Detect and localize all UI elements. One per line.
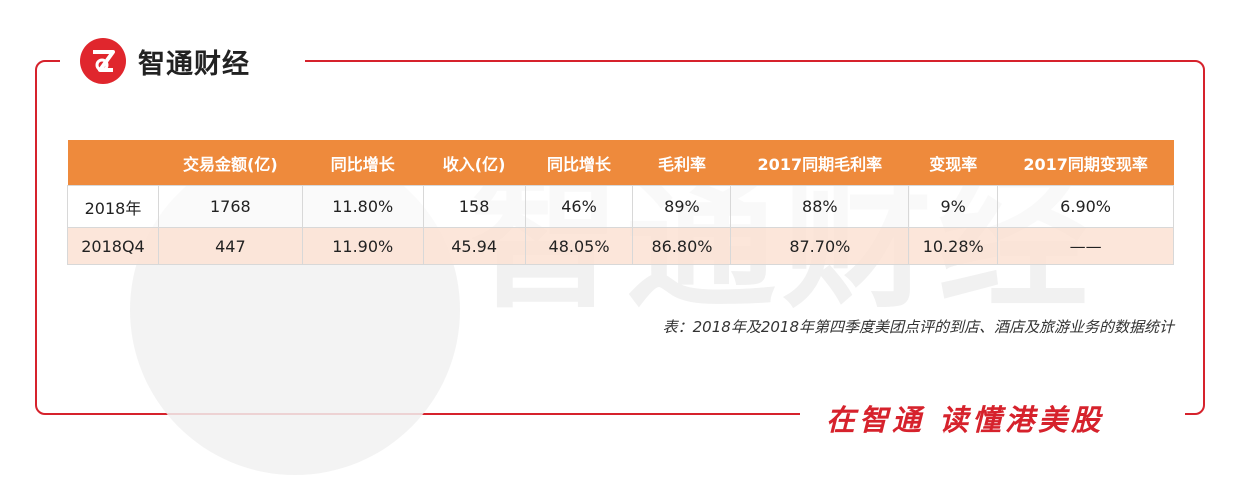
table-cell: 10.28% <box>908 227 999 265</box>
table-cell: 86.80% <box>632 227 732 265</box>
table-header-cell: 2017同期毛利率 <box>730 140 909 186</box>
data-table: 交易金额(亿) 同比增长 收入(亿) 同比增长 毛利率 2017同期毛利率 变现… <box>67 140 1174 265</box>
table-header-row: 交易金额(亿) 同比增长 收入(亿) 同比增长 毛利率 2017同期毛利率 变现… <box>67 140 1174 186</box>
table-cell: 1768 <box>157 185 303 228</box>
table-header-cell: 同比增长 <box>525 140 633 186</box>
table-cell: 46% <box>524 185 634 228</box>
table-cell: 88% <box>730 185 910 228</box>
table-header-cell: 同比增长 <box>302 140 424 186</box>
frame-gap-bottom <box>800 404 1185 426</box>
table-cell: 158 <box>422 185 526 228</box>
table-header-cell: 2017同期变现率 <box>997 140 1174 186</box>
table-row: 2018年 1768 11.80% 158 46% 89% 88% 9% 6.9… <box>67 185 1174 228</box>
table-cell: 2018年 <box>67 185 159 228</box>
table-cell: 11.80% <box>301 185 424 228</box>
slogan: 在智通 读懂港美股 <box>826 403 1105 437</box>
table-header-cell: 交易金额(亿) <box>158 140 303 186</box>
table-cell: —— <box>997 227 1174 265</box>
table-cell: 2018Q4 <box>67 227 159 265</box>
table-cell: 89% <box>632 185 732 228</box>
table-caption: 表：2018年及2018年第四季度美团点评的到店、酒店及旅游业务的数据统计 <box>662 318 1174 336</box>
brand-logo: 智通财经 <box>80 38 250 84</box>
table-header-cell: 收入(亿) <box>423 140 526 186</box>
table-cell: 87.70% <box>730 227 910 265</box>
table-header-cell: 变现率 <box>908 140 998 186</box>
table-header-cell <box>67 140 159 186</box>
brand-name: 智通财经 <box>138 48 250 80</box>
table-cell: 11.90% <box>301 227 424 265</box>
table-row: 2018Q4 447 11.90% 45.94 48.05% 86.80% 87… <box>67 227 1174 265</box>
table-header-cell: 毛利率 <box>632 140 731 186</box>
content-frame <box>35 60 1205 415</box>
table-cell: 9% <box>908 185 999 228</box>
table-cell: 6.90% <box>997 185 1174 228</box>
table-cell: 45.94 <box>422 227 526 265</box>
zhitong-logo-icon <box>80 38 126 84</box>
table-cell: 447 <box>157 227 303 265</box>
table-cell: 48.05% <box>524 227 634 265</box>
